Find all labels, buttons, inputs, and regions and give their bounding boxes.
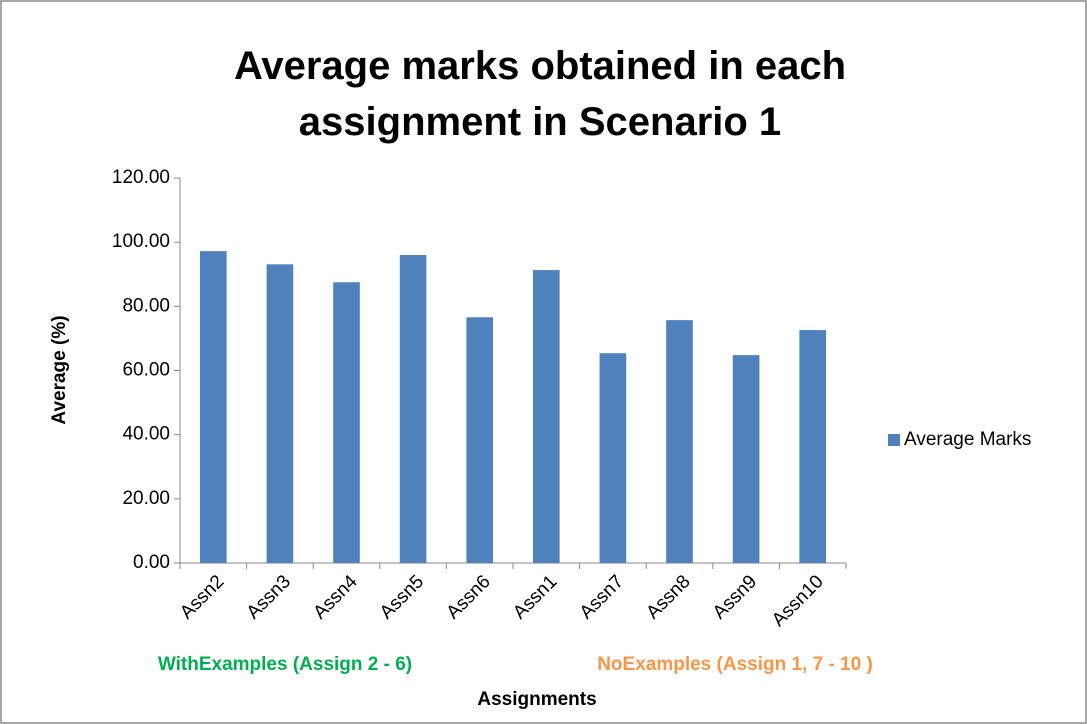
y-tick-label: 20.00 [122,488,170,509]
y-axis-label: Average (%) [49,315,70,424]
bar [399,255,427,563]
bar [799,330,827,563]
x-axis-label: Assignments [477,689,596,710]
bar [599,353,627,563]
bar [466,317,494,563]
legend-label: Average Marks [904,429,1031,450]
legend-swatch [888,434,900,446]
bar [532,270,560,563]
y-tick-label: 40.00 [122,424,170,445]
chart-title: Average marks obtained in each assignmen… [233,44,847,144]
bar [666,320,693,563]
y-tick-label: 80.00 [122,295,170,316]
annotation: NoExamples (Assign 1, 7 - 10 ) [597,654,873,675]
bar [266,264,294,563]
annotation: WithExamples (Assign 2 - 6) [158,654,412,675]
y-tick-label: 60.00 [122,360,170,381]
bar [199,251,227,563]
y-tick-label: 100.00 [112,231,170,252]
bar [732,355,760,563]
y-tick-label: 0.00 [133,552,170,573]
y-tick-label: 120.00 [112,167,170,188]
bar [333,282,360,563]
